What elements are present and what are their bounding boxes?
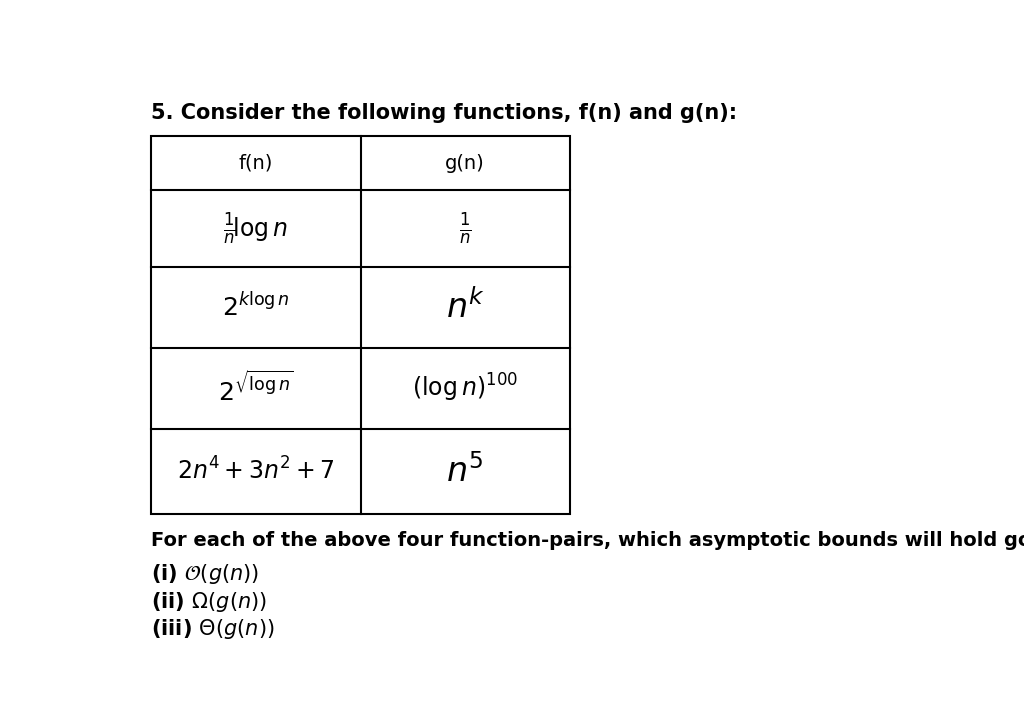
Text: g(n): g(n) [445, 154, 485, 172]
Text: f(n): f(n) [239, 154, 273, 172]
Text: $2^{\sqrt{\log n}}$: $2^{\sqrt{\log n}}$ [218, 371, 294, 406]
Text: 5. Consider the following functions, f(n) and g(n):: 5. Consider the following functions, f(n… [152, 103, 737, 123]
Text: (ii) $\Omega(g(n))$: (ii) $\Omega(g(n))$ [152, 589, 267, 614]
Text: $\boldsymbol{n^k}$: $\boldsymbol{n^k}$ [445, 290, 484, 325]
Text: (iii) $\Theta(g(n))$: (iii) $\Theta(g(n))$ [152, 617, 274, 641]
Text: $\frac{1}{n}$: $\frac{1}{n}$ [459, 211, 471, 246]
Text: For each of the above four function-pairs, which asymptotic bounds will hold goo: For each of the above four function-pair… [152, 531, 1024, 550]
Text: $2^{k\log n}$: $2^{k\log n}$ [222, 293, 290, 322]
Text: $2n^4 + 3n^2 + 7$: $2n^4 + 3n^2 + 7$ [177, 457, 335, 485]
Text: $(\log n)^{100}$: $(\log n)^{100}$ [412, 373, 518, 404]
Text: $\frac{1}{n}\!\log n$: $\frac{1}{n}\!\log n$ [223, 211, 289, 246]
Text: (i) $\mathcal{O}(g(n))$: (i) $\mathcal{O}(g(n))$ [152, 562, 259, 586]
Text: $\boldsymbol{n^5}$: $\boldsymbol{n^5}$ [446, 454, 484, 488]
